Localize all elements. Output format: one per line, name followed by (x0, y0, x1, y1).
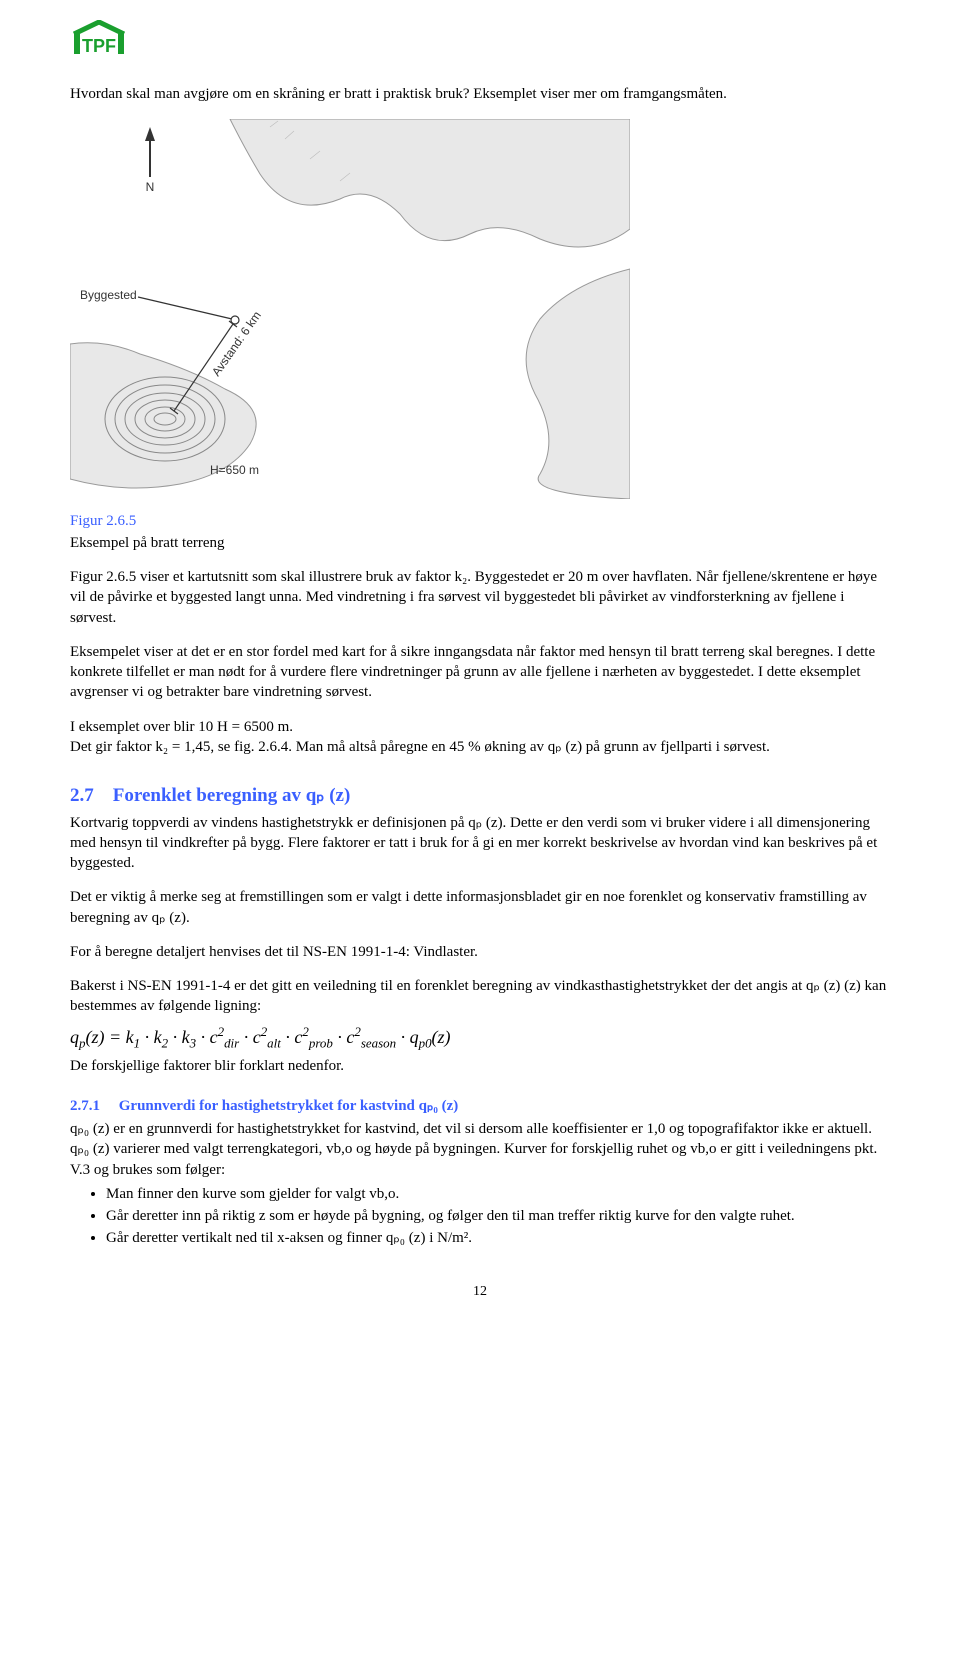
p27-5: De forskjellige faktorer blir forklart n… (70, 1056, 890, 1076)
subsect-num: 2.7.1 (70, 1098, 100, 1114)
figure-caption-number: Figur 2.6.5 (70, 511, 890, 531)
list-item: Man finner den kurve som gjelder for val… (106, 1184, 890, 1204)
sect-title: Forenklet beregning av qₚ (z) (113, 785, 351, 806)
tpf-logo-svg: TPF (70, 20, 128, 60)
p3-line2: Det gir faktor k₂ = 1,45, se fig. 2.6.4.… (70, 739, 770, 755)
sect-num: 2.7 (70, 785, 94, 806)
section-2-7-heading: 2.7 Forenklet beregning av qₚ (z) (70, 783, 890, 809)
svg-text:N: N (146, 180, 155, 194)
paragraph-2: Eksempelet viser at det er en stor forde… (70, 642, 890, 703)
list-item: Går deretter inn på riktig z som er høyd… (106, 1206, 890, 1226)
height-label: H=650 m (210, 463, 259, 477)
p3-line1: I eksemplet over blir 10 H = 6500 m. (70, 719, 293, 735)
list-item: Går deretter vertikalt ned til x-aksen o… (106, 1228, 890, 1248)
paragraph-1: Figur 2.6.5 viser et kartutsnitt som ska… (70, 567, 890, 628)
p27-1: Kortvarig toppverdi av vindens hastighet… (70, 813, 890, 874)
subsect-title: Grunnverdi for hastighetstrykket for kas… (119, 1098, 459, 1114)
tpf-logo: TPF (70, 20, 890, 66)
p271-1: qₚ₀ (z) er en grunnverdi for hastighetst… (70, 1119, 890, 1180)
section-2-7-1-heading: 2.7.1 Grunnverdi for hastighetstrykket f… (70, 1096, 890, 1116)
equation-qp: qp(z) = k1 · k2 · k3 · c2dir · c2alt · c… (70, 1023, 890, 1052)
paragraph-3: I eksemplet over blir 10 H = 6500 m. Det… (70, 717, 890, 758)
p27-4: Bakerst i NS-EN 1991-1-4 er det gitt en … (70, 976, 890, 1017)
logo-text: TPF (82, 36, 116, 56)
bullet-list: Man finner den kurve som gjelder for val… (70, 1184, 890, 1249)
figure-caption-text: Eksempel på bratt terreng (70, 533, 890, 553)
intro-paragraph: Hvordan skal man avgjøre om en skråning … (70, 84, 890, 104)
p27-3: For å beregne detaljert henvises det til… (70, 942, 890, 962)
map-figure: N Byggested Avstand: 6 km (70, 119, 630, 499)
map-svg: N Byggested Avstand: 6 km (70, 119, 630, 499)
p27-2: Det er viktig å merke seg at fremstillin… (70, 887, 890, 928)
page-number: 12 (70, 1283, 890, 1302)
svg-text:Byggested: Byggested (80, 288, 137, 302)
